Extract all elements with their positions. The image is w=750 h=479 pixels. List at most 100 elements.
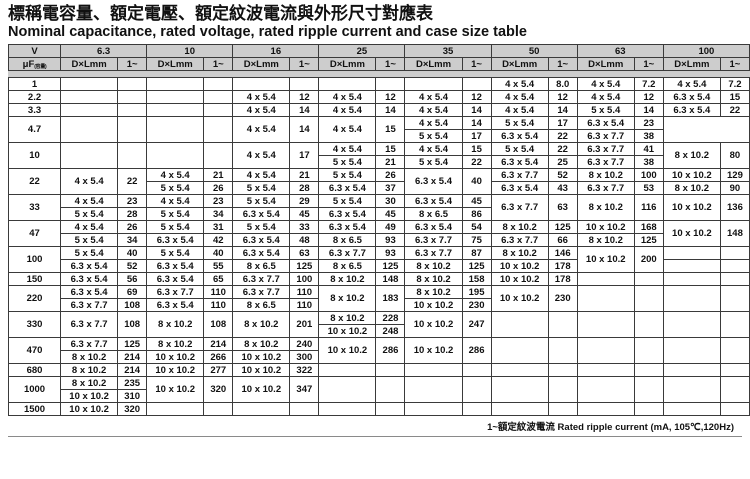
- cell: 230: [461, 298, 492, 312]
- cell: 4 x 5.4: [146, 194, 205, 208]
- cell: 5 x 5.4: [318, 155, 377, 169]
- cell: 6.3 x 5.4: [146, 233, 205, 247]
- cell: 136: [719, 194, 750, 221]
- table-row: 680 8 x 10.2 214 10 x 10.2 277 10 x 10.2…: [7, 363, 750, 377]
- cell empty: [576, 311, 635, 338]
- cell empty: [318, 376, 377, 403]
- cell empty: [576, 363, 635, 377]
- table-row: 10 x 10.2 310: [9, 389, 750, 403]
- cell: 65: [203, 272, 234, 286]
- table-row: 5 x 5.4 17 6.3 x 5.4 22 6.3 x 7.7 38: [9, 129, 750, 143]
- cell: 4 x 5.4: [404, 116, 463, 130]
- cell: [60, 103, 119, 117]
- cell: 322: [289, 363, 320, 377]
- cell: 26: [375, 168, 406, 182]
- cell: 21: [375, 155, 406, 169]
- cell empty: [547, 337, 578, 364]
- table-row: 220 6.3 x 5.4 69 6.3 x 7.7 110 6.3 x 7.7…: [7, 285, 750, 312]
- cell: 45: [461, 194, 492, 208]
- cell: 7.2: [633, 77, 664, 91]
- cell: 286: [461, 337, 492, 364]
- table-row: 330 6.3 x 7.7 108 8 x 10.2 108 8 x 10.2 …: [7, 311, 750, 338]
- cell empty: [662, 285, 721, 312]
- cell: 10 x 10.2: [576, 246, 635, 273]
- cell: 38: [633, 155, 664, 169]
- row-label: 10: [7, 142, 62, 169]
- cell: 8 x 10.2: [318, 272, 377, 286]
- cell: 110: [203, 285, 234, 299]
- cell empty: [490, 363, 549, 377]
- cell: [404, 77, 463, 91]
- row-label: 2.2: [7, 90, 62, 104]
- header-ripple-100: 1~: [719, 57, 750, 71]
- cell: 4 x 5.4: [318, 103, 377, 117]
- cell: 5 x 5.4: [318, 194, 377, 208]
- cell: 6.3 x 5.4: [60, 272, 119, 286]
- cell empty: [719, 376, 750, 403]
- cell: 8 x 10.2: [662, 142, 721, 169]
- table-row: 150 6.3 x 5.4 56 6.3 x 5.4 65 6.3 x 7.7 …: [7, 272, 750, 286]
- header-ripple-6.3: 1~: [117, 57, 148, 71]
- header-size-25: D×Lmm: [318, 57, 377, 71]
- cell: 21: [203, 168, 234, 182]
- cell: [146, 90, 205, 104]
- cell: 40: [117, 246, 148, 260]
- cell: 14: [375, 103, 406, 117]
- header-voltage-63: 63: [576, 44, 664, 58]
- cell: 12: [461, 90, 492, 104]
- cell: 6.3 x 7.7: [576, 155, 635, 169]
- cell empty: [719, 337, 750, 364]
- cell: 6.3 x 7.7: [232, 272, 291, 286]
- cell: 17: [289, 142, 320, 169]
- cell: 228: [375, 311, 406, 325]
- cell empty: [633, 285, 664, 312]
- cell: 10 x 10.2: [318, 337, 377, 364]
- cell: 4 x 5.4: [232, 103, 291, 117]
- cell: 6.3 x 5.4: [576, 116, 635, 130]
- cell: 108: [117, 298, 148, 312]
- cell empty: [576, 272, 635, 286]
- cell: 6.3 x 7.7: [576, 181, 635, 195]
- row-label: 150: [7, 272, 62, 286]
- cell: 6.3 x 5.4: [490, 181, 549, 195]
- cell: 23: [633, 116, 664, 130]
- cell: 10 x 10.2: [60, 389, 119, 403]
- cell: 34: [203, 207, 234, 221]
- cell: 22: [547, 142, 578, 156]
- cell: 10 x 10.2: [146, 350, 205, 364]
- cell: 6.3 x 5.4: [146, 259, 205, 273]
- cell empty: [633, 376, 664, 403]
- cell: 8 x 10.2: [404, 272, 463, 286]
- header-voltage-35: 35: [404, 44, 492, 58]
- cell: 4 x 5.4: [232, 90, 291, 104]
- cell empty: [404, 363, 463, 377]
- cell: [60, 77, 119, 91]
- cell: [117, 90, 148, 104]
- cell: 86: [461, 207, 492, 221]
- cell: 7.2: [719, 77, 750, 91]
- cell empty: [576, 285, 635, 312]
- cell: 178: [547, 272, 578, 286]
- header-size-35: D×Lmm: [404, 57, 463, 71]
- cell: 158: [461, 272, 492, 286]
- header-size-16: D×Lmm: [232, 57, 291, 71]
- header-voltage-50: 50: [490, 44, 578, 58]
- cell: 4 x 5.4: [60, 194, 119, 208]
- cell: 56: [117, 272, 148, 286]
- cell: 8 x 10.2: [232, 311, 291, 338]
- row-label: 4.7: [7, 116, 62, 143]
- cell: 5 x 5.4: [404, 129, 463, 143]
- header-size-10: D×Lmm: [146, 57, 205, 71]
- cell: 6.3 x 5.4: [662, 103, 721, 117]
- table-row: 470 6.3 x 7.7 125 8 x 10.2 214 8 x 10.2 …: [7, 337, 750, 364]
- cell: 6.3 x 7.7: [60, 337, 119, 351]
- cell: 6.3 x 7.7: [404, 233, 463, 247]
- table-row: 10 4 x 5.4 17 4 x 5.4 15 4 x 5.4 15 5 x …: [7, 142, 750, 169]
- cell: 6.3 x 7.7: [318, 246, 377, 260]
- cell: 5 x 5.4: [60, 207, 119, 221]
- cell: 42: [203, 233, 234, 247]
- cell: 8 x 10.2: [60, 376, 119, 390]
- row-label: 3.3: [7, 103, 62, 117]
- cell: 125: [547, 220, 578, 234]
- cell: 4 x 5.4: [490, 77, 549, 91]
